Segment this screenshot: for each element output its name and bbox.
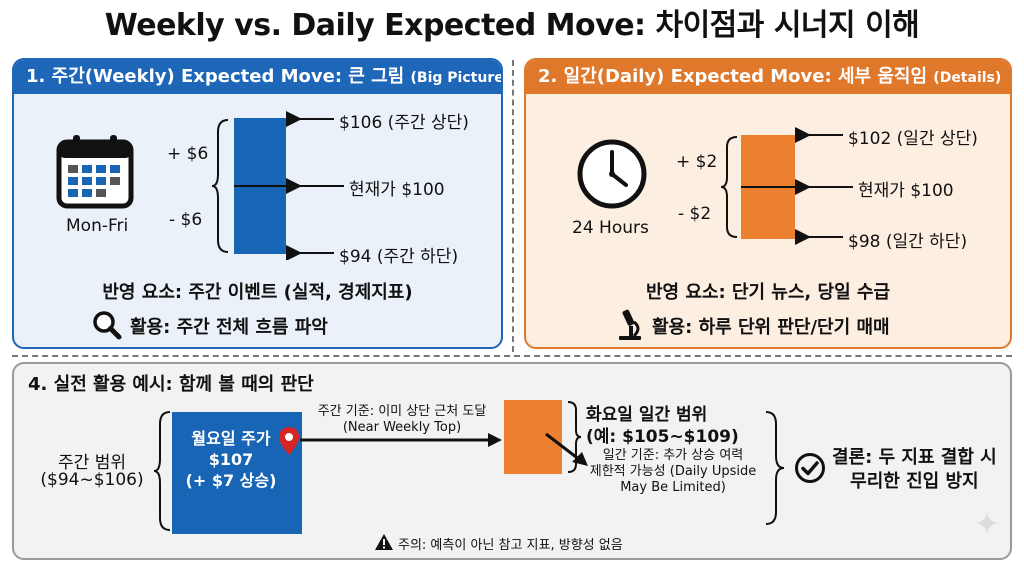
calendar-icon <box>56 135 134 209</box>
daily-factors: 반영 요소: 단기 뉴스, 당일 수급 <box>645 282 891 303</box>
practical-header: 4. 실전 활용 예시: 함께 볼 때의 판단 <box>28 374 314 395</box>
weekly-panel-header: 1. 주간(Weekly) Expected Move: 큰 그림 (Big P… <box>14 60 501 94</box>
daily-plus-label: + $2 <box>676 152 718 172</box>
weekly-brace <box>211 119 229 253</box>
daily-panel: 2. 일간(Daily) Expected Move: 세부 움직임 (Deta… <box>524 58 1012 349</box>
caution-text: 주의: 예측이 아닌 참고 지표, 방향성 없음 <box>398 538 623 553</box>
weekly-arrows <box>286 111 344 260</box>
daily-panel-header: 2. 일간(Daily) Expected Move: 세부 움직임 (Deta… <box>526 60 1010 94</box>
vertical-divider <box>512 60 514 352</box>
weekly-factors: 반영 요소: 주간 이벤트 (실적, 경제지표) <box>102 282 413 303</box>
daily-brace <box>720 136 738 238</box>
tuesday-range-text: 화요일 일간 범위 (예: $105~$109) <box>586 404 739 448</box>
near-top-note: 주간 기준: 이미 상단 근처 도달 (Near Weekly Top) <box>302 404 502 436</box>
daily-limit-note: 일간 기준: 추가 상승 여력 제한적 가능성 (Daily Upside Ma… <box>578 448 768 496</box>
weekly-header-main: 1. 주간(Weekly) Expected Move: 큰 그림 <box>26 66 405 87</box>
sparkle-icon <box>975 511 999 535</box>
daily-note-line3: May Be Limited) <box>620 480 726 495</box>
page-title: Weekly vs. Daily Expected Move: 차이점과 시너지… <box>104 8 920 43</box>
warning-icon <box>375 534 393 550</box>
weekly-bottom-label: $94 (주간 하단) <box>339 247 459 267</box>
weekly-panel: 1. 주간(Weekly) Expected Move: 큰 그림 (Big P… <box>12 58 503 349</box>
daily-header-sub: (Details) <box>933 70 1002 86</box>
weekly-header-sub: (Big Picture) <box>410 70 503 86</box>
mon-fri-label: Mon-Fri <box>66 216 129 236</box>
daily-current-label: 현재가 $100 <box>858 181 954 201</box>
daily-bottom-label: $98 (일간 하단) <box>848 232 968 252</box>
daily-note-line1: 일간 기준: 추가 상승 여력 <box>602 448 744 463</box>
24-hours-label: 24 Hours <box>572 218 649 238</box>
near-top-line2: (Near Weekly Top) <box>342 420 462 435</box>
weekly-usage: 활용: 주간 전체 흐름 파악 <box>130 317 328 338</box>
near-top-line1: 주간 기준: 이미 상단 근처 도달 <box>317 404 487 419</box>
weekly-range-line2: ($94~$106) <box>40 470 144 490</box>
magnifier-icon <box>93 311 122 340</box>
daily-current-price-line <box>741 186 795 188</box>
daily-minus-label: - $2 <box>678 204 712 224</box>
daily-header-main: 2. 일간(Daily) Expected Move: 세부 움직임 <box>538 66 928 87</box>
monday-price-text: 월요일 주가 $107 (+ $7 상승) <box>172 428 290 491</box>
monday-line2: $107 <box>208 450 254 469</box>
monday-line3: (+ $7 상승) <box>185 471 277 490</box>
weekly-plus-label: + $6 <box>167 144 209 164</box>
weekly-minus-label: - $6 <box>169 210 203 230</box>
weekly-range-line1: 주간 범위 <box>58 453 126 473</box>
horizontal-divider <box>12 355 1012 357</box>
weekly-current-label: 현재가 $100 <box>349 180 445 200</box>
tuesday-line1: 화요일 일간 범위 <box>586 405 708 425</box>
tuesday-brace <box>567 401 582 473</box>
near-top-arrow <box>300 433 502 447</box>
daily-top-label: $102 (일간 상단) <box>848 129 978 149</box>
conclusion-brace <box>765 411 785 525</box>
clock-icon <box>577 139 647 209</box>
monday-line1: 월요일 주가 <box>191 429 271 448</box>
daily-limit-arrow <box>545 432 588 466</box>
weekly-top-label: $106 (주간 상단) <box>339 113 469 133</box>
conclusion-line2: 무리한 진입 방지 <box>850 471 979 492</box>
daily-usage: 활용: 하루 단위 판단/단기 매매 <box>652 317 890 338</box>
daily-arrows <box>795 127 853 245</box>
check-circle-icon <box>795 453 825 483</box>
microscope-icon <box>619 309 641 340</box>
weekly-range-brace <box>153 411 171 531</box>
practical-example-panel: 4. 실전 활용 예시: 함께 볼 때의 판단 주간 범위 ($94~$106)… <box>12 362 1012 560</box>
weekly-current-price-line <box>234 185 286 187</box>
location-pin-icon <box>279 427 299 455</box>
tuesday-line2: (예: $105~$109) <box>586 427 739 447</box>
daily-note-line2: 제한적 가능성 (Daily Upside <box>589 464 757 479</box>
conclusion-line1: 결론: 두 지표 결합 시 <box>832 447 997 468</box>
conclusion-text: 결론: 두 지표 결합 시 무리한 진입 방지 <box>832 446 997 494</box>
